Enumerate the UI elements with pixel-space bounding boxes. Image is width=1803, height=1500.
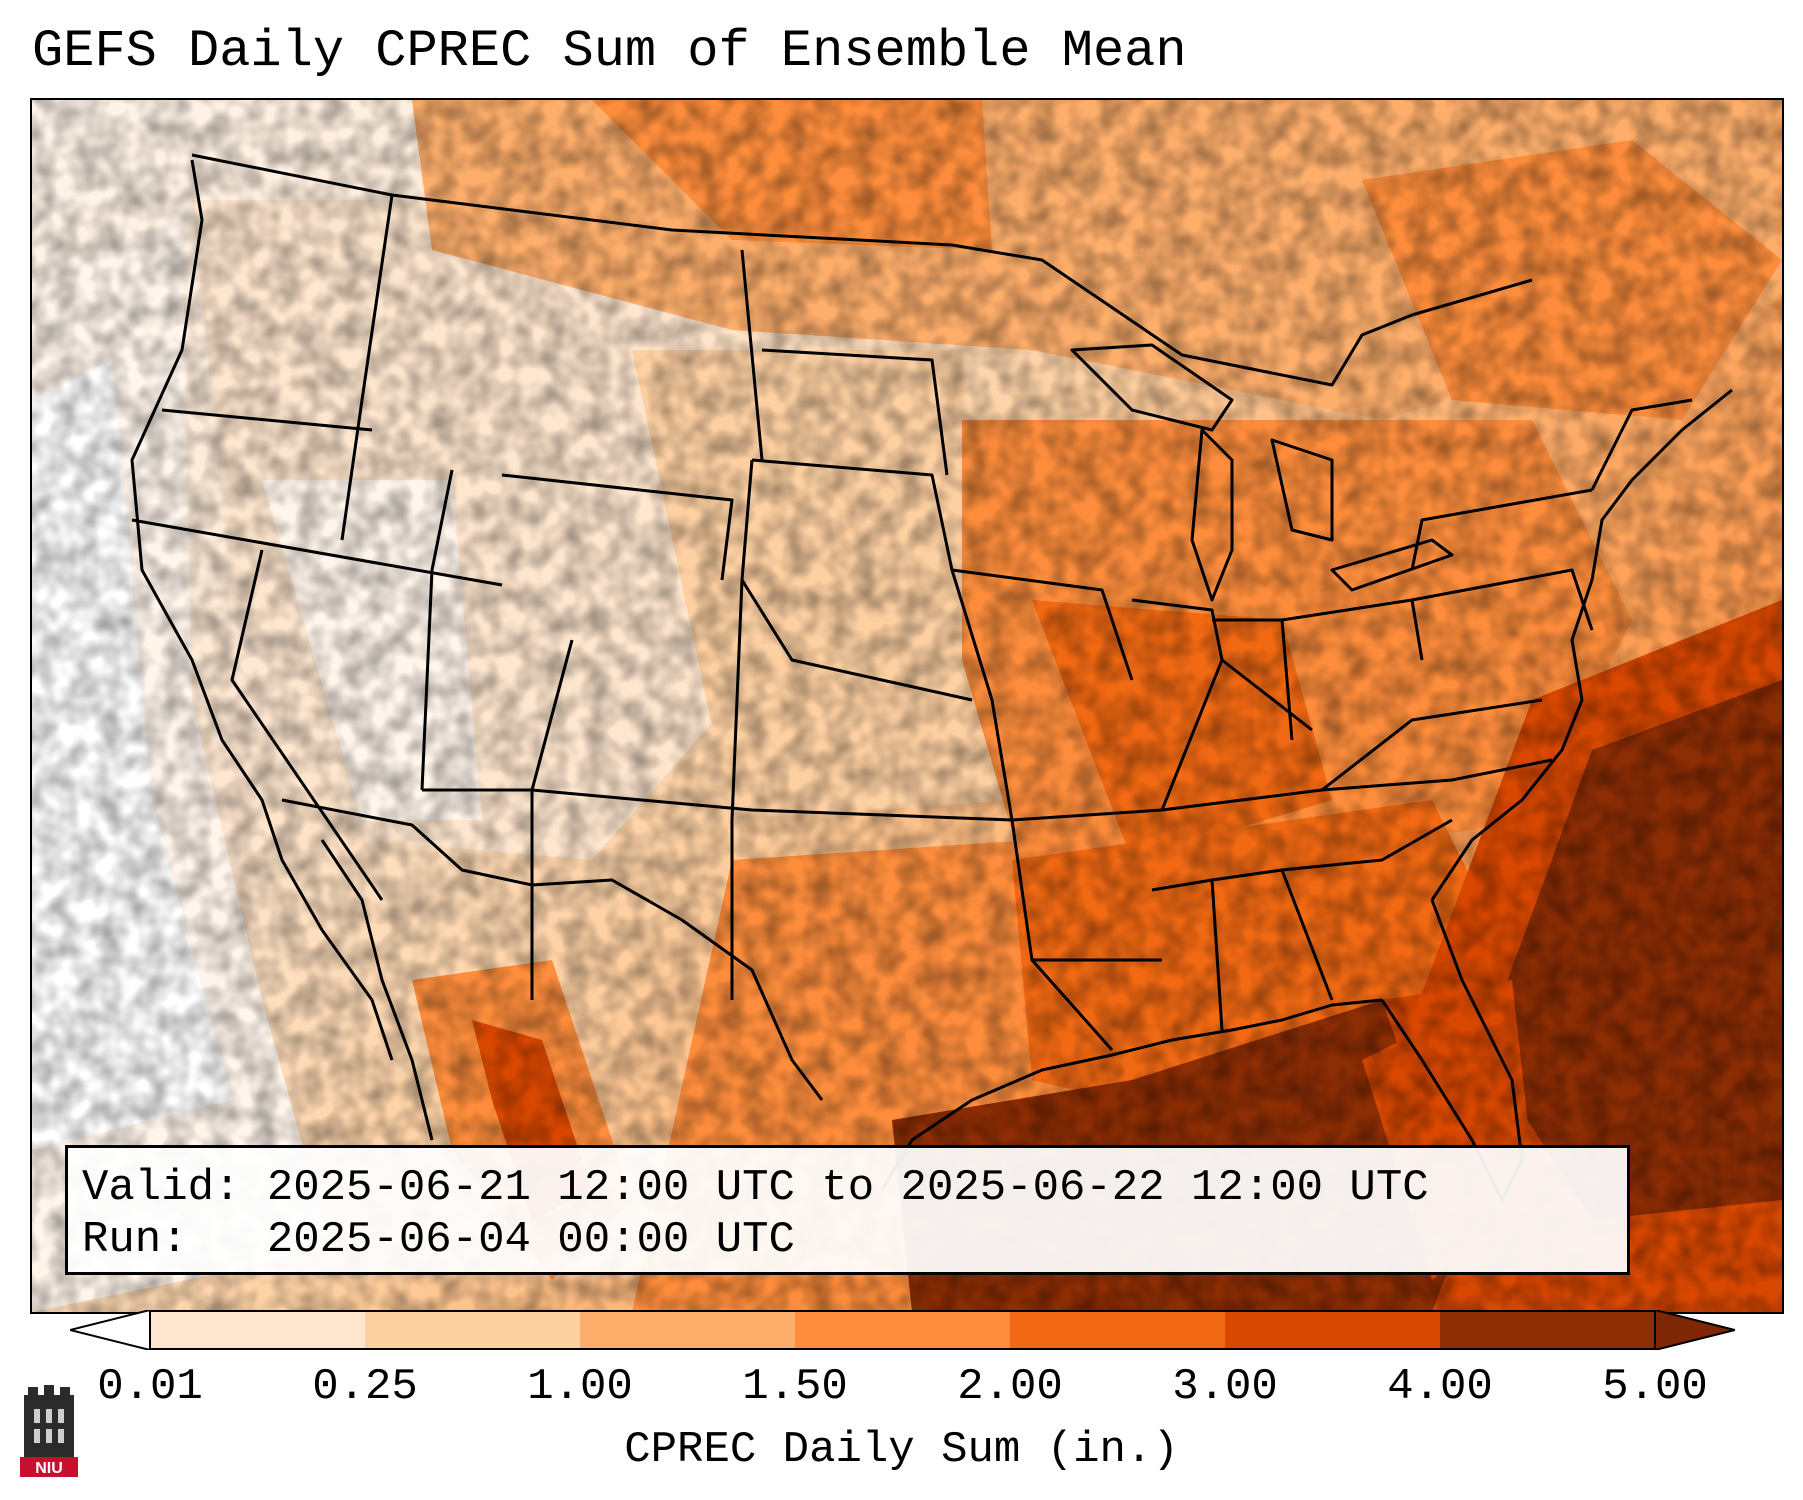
colorbar-over-triangle: [1654, 1310, 1735, 1350]
colorbar-segment: [1225, 1311, 1441, 1349]
state-line: [501, 473, 734, 581]
colorbar-segment: [580, 1311, 796, 1349]
map-title: GEFS Daily CPREC Sum of Ensemble Mean: [32, 22, 1187, 81]
colorbar-segment: [150, 1311, 366, 1349]
state-line: [340, 194, 394, 541]
valid-label: Valid:: [82, 1163, 241, 1213]
state-line: [951, 568, 1134, 681]
canada-border: [191, 153, 1533, 387]
state-line: [230, 549, 384, 901]
colorbar: [70, 1310, 1735, 1350]
state-line: [530, 639, 574, 1000]
state-line: [1321, 698, 1543, 792]
state-line: [1411, 568, 1594, 631]
niu-logo-text: NIU: [35, 1460, 63, 1477]
colorbar-tick-label: 4.00: [1387, 1362, 1493, 1412]
precipitation-map: [30, 98, 1784, 1314]
state-line: [422, 788, 1013, 822]
state-line: [761, 348, 949, 476]
state-line: [161, 408, 373, 432]
pacific-coastline: [130, 159, 394, 1061]
lake-michigan: [1190, 428, 1234, 602]
state-line: [1281, 818, 1453, 872]
map-canvas: [32, 100, 1782, 1312]
run-label: Run:: [82, 1215, 188, 1265]
precip-speckle: [32, 100, 1782, 1312]
colorbar-tick-label: 1.00: [527, 1362, 633, 1412]
lake-erie: [1330, 538, 1454, 592]
valid-time: 2025-06-21 12:00 UTC to 2025-06-22 12:00…: [266, 1163, 1429, 1213]
colorbar-frame: [149, 1310, 1656, 1350]
lake-superior: [1070, 343, 1234, 432]
colorbar-tick-label: 3.00: [1172, 1362, 1278, 1412]
colorbar-tick-label: 2.00: [957, 1362, 1063, 1412]
run-time: 2025-06-04 00:00 UTC: [266, 1215, 795, 1265]
state-line: [740, 579, 973, 702]
colorbar-tick-label: 1.50: [742, 1362, 848, 1412]
colorbar-segment: [1010, 1311, 1226, 1349]
state-line: [740, 249, 764, 461]
valid-run-info-box: Valid: 2025-06-21 12:00 UTC to 2025-06-2…: [65, 1145, 1630, 1275]
state-line: [751, 458, 994, 701]
gulf-coastline: [880, 998, 1383, 1191]
state-line: [131, 518, 503, 587]
colorbar-segments: [150, 1311, 1656, 1349]
colorbar-segment: [795, 1311, 1011, 1349]
state-line: [420, 469, 454, 791]
state-line: [1410, 488, 1593, 571]
colorbar-segment: [365, 1311, 581, 1349]
atlantic-coastline: [1430, 388, 1733, 901]
state-line: [1131, 598, 1313, 732]
niu-logo: NIU: [20, 1385, 78, 1477]
state-line: [1030, 959, 1114, 1051]
colorbar-tick-label: 0.25: [312, 1362, 418, 1412]
colorbar-segment: [1440, 1311, 1656, 1349]
state-line: [1151, 868, 1334, 1001]
state-line: [1161, 758, 1553, 812]
baja-coastline: [320, 839, 434, 1141]
state-line: [990, 659, 1224, 822]
colorbar-under-triangle: [70, 1310, 151, 1350]
mexico-border: [281, 798, 824, 1101]
colorbar-tick-label: 5.00: [1602, 1362, 1708, 1412]
colorbar-label: CPREC Daily Sum (in.): [624, 1425, 1179, 1475]
colorbar-tick-label: 0.01: [97, 1362, 203, 1412]
lake-huron: [1270, 438, 1334, 542]
state-line: [1210, 879, 1224, 1031]
state-line: [730, 459, 754, 1000]
state-line: [1590, 398, 1693, 491]
